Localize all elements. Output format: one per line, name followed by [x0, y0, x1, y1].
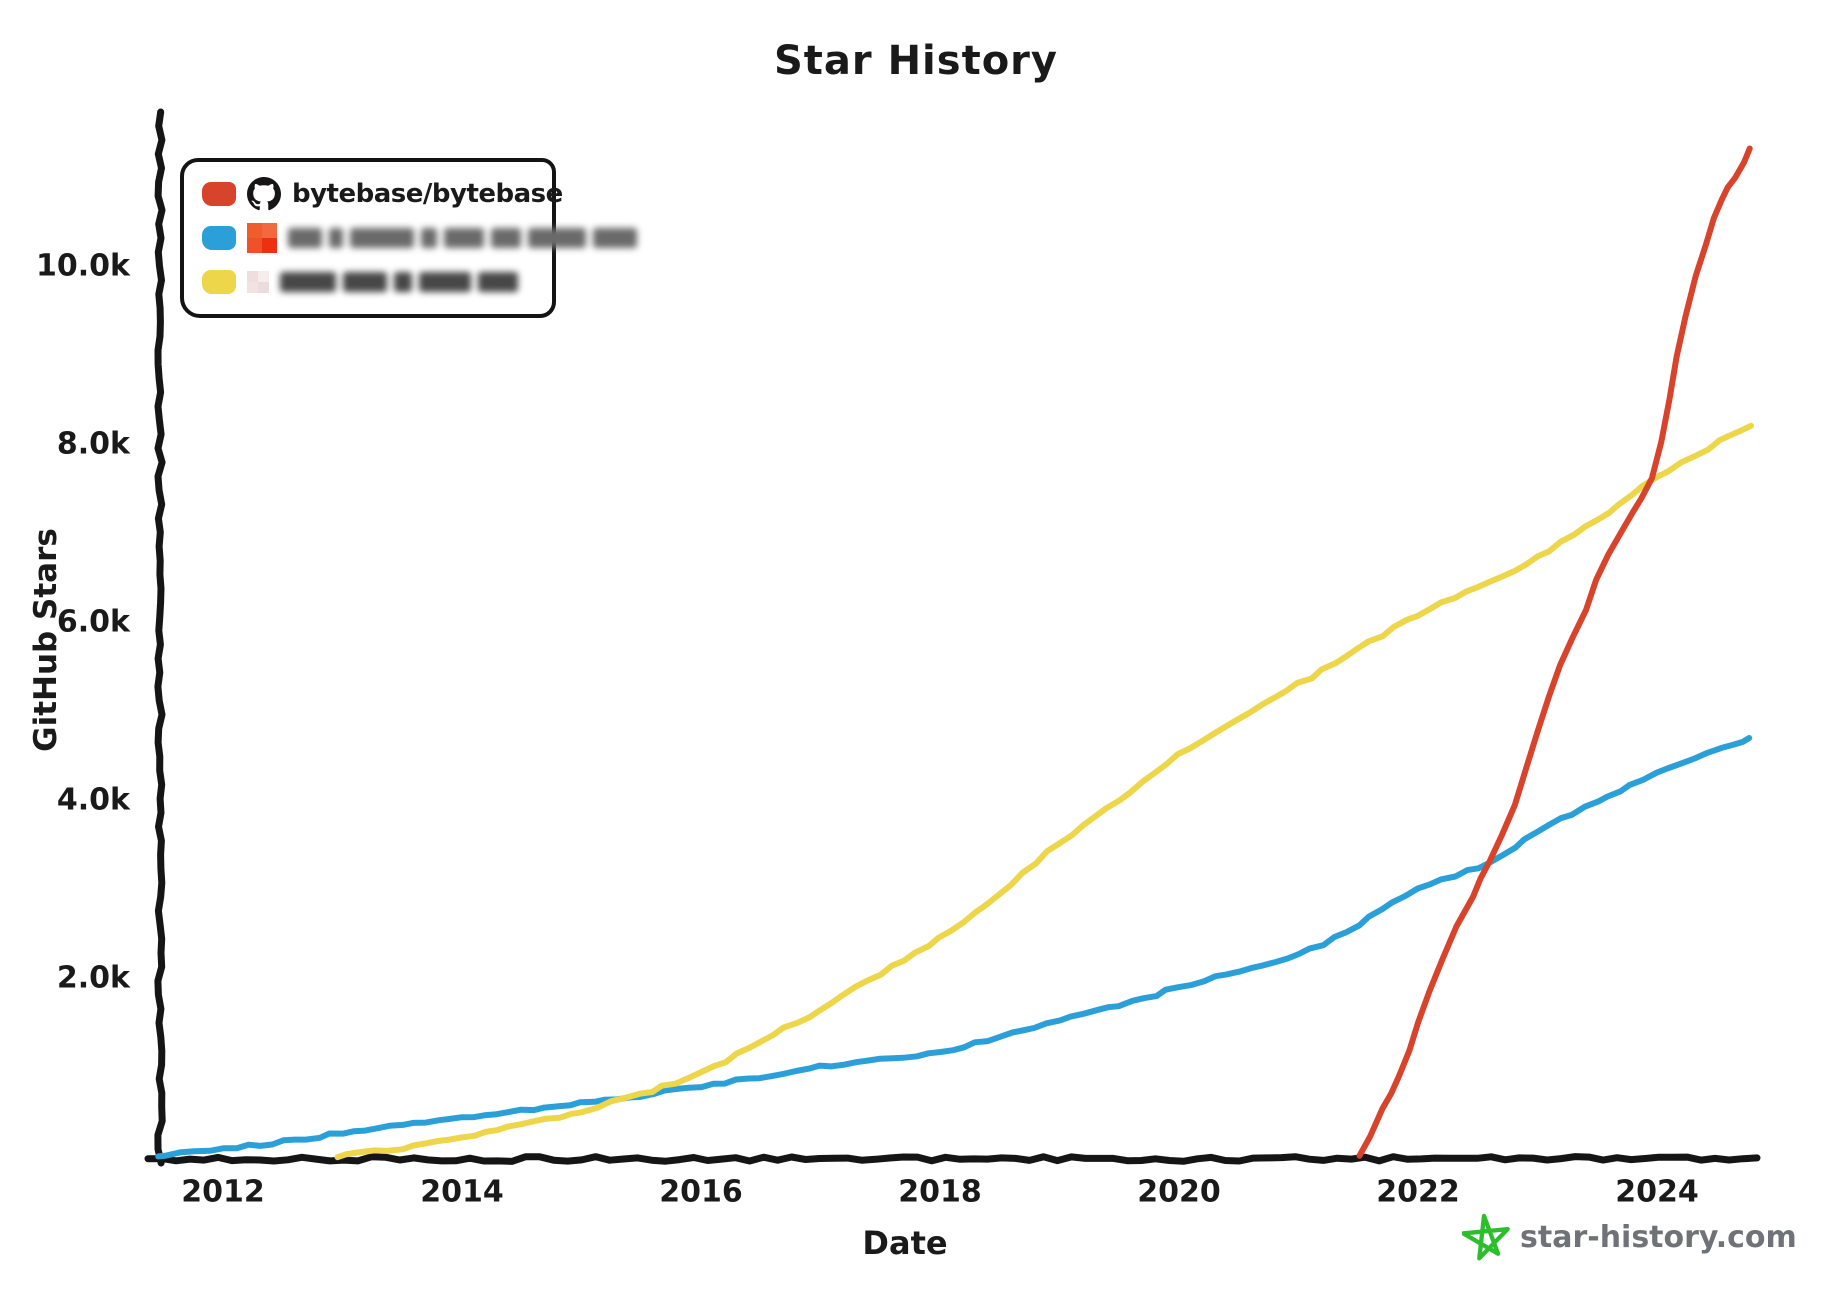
blurred-text-block — [288, 228, 322, 248]
legend-swatch — [202, 182, 236, 206]
y-axis-title: GitHub Stars — [28, 528, 64, 752]
series-line-blurred-repo-1 — [155, 735, 1753, 1160]
github-icon — [247, 177, 281, 211]
x-tick-label-2020: 2020 — [1137, 1174, 1221, 1210]
chart-title: Star History — [774, 38, 1058, 84]
watermark-text: star-history.com — [1520, 1219, 1797, 1255]
x-tick-label-2014: 2014 — [420, 1174, 504, 1210]
y-tick-label-2.0k: 2.0k — [56, 960, 130, 996]
blurred-text-block — [478, 272, 518, 292]
blurred-text-block — [343, 272, 387, 292]
avatar-blurred-icon — [247, 223, 277, 253]
blurred-text-block — [421, 228, 437, 248]
legend-label: bytebase/bytebase — [292, 179, 563, 209]
legend-label-blurred — [288, 228, 637, 248]
legend-label-blurred — [280, 272, 518, 292]
blurred-text-block — [593, 228, 637, 248]
series-line-blurred-repo-2 — [334, 422, 1754, 1161]
y-axis-line — [154, 108, 166, 1167]
x-tick-label-2018: 2018 — [898, 1174, 982, 1210]
blurred-text-block — [528, 228, 586, 248]
blurred-text-block — [444, 228, 484, 248]
blurred-text-block — [350, 228, 414, 248]
y-tick-label-4.0k: 4.0k — [56, 782, 130, 818]
legend-swatch — [202, 270, 236, 294]
avatar-blurred-icon — [247, 271, 269, 293]
legend-box: bytebase/bytebase — [180, 158, 637, 318]
star-doodle-icon — [1462, 1213, 1510, 1261]
blurred-text-block — [491, 228, 521, 248]
legend-swatch — [202, 226, 236, 250]
series-line-bytebase-bytebase — [1356, 145, 1753, 1159]
x-tick-label-2022: 2022 — [1376, 1174, 1460, 1210]
legend-item-bytebase/bytebase: bytebase/bytebase — [202, 172, 563, 216]
x-axis-line — [144, 1153, 1761, 1165]
blurred-text-block — [419, 272, 471, 292]
y-tick-label-10.0k: 10.0k — [36, 248, 130, 284]
x-tick-label-2012: 2012 — [181, 1174, 265, 1210]
y-tick-label-8.0k: 8.0k — [56, 426, 130, 462]
x-axis-title: Date — [862, 1224, 948, 1262]
watermark: star-history.com — [1462, 1212, 1797, 1262]
blurred-text-block — [329, 228, 343, 248]
legend-item-blurred-2 — [202, 260, 552, 304]
blurred-text-block — [280, 272, 336, 292]
x-tick-label-2024: 2024 — [1615, 1174, 1699, 1210]
x-tick-label-2016: 2016 — [659, 1174, 743, 1210]
y-tick-label-6.0k: 6.0k — [56, 604, 130, 640]
blurred-text-block — [394, 272, 412, 292]
legend-item-blurred-1 — [202, 216, 637, 260]
